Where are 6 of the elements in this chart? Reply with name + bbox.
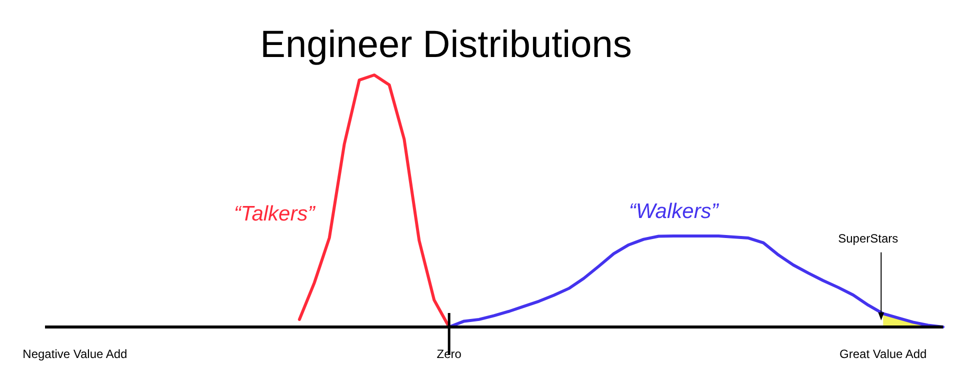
series-label: “Walkers” (628, 200, 720, 223)
chart-title: Engineer Distributions (260, 24, 632, 66)
annotation: SuperStars (838, 231, 898, 246)
x-tick-label: Great Value Add (840, 346, 927, 361)
x-tick-label: Negative Value Add (22, 346, 128, 361)
series-label: “Talkers” (234, 202, 316, 226)
